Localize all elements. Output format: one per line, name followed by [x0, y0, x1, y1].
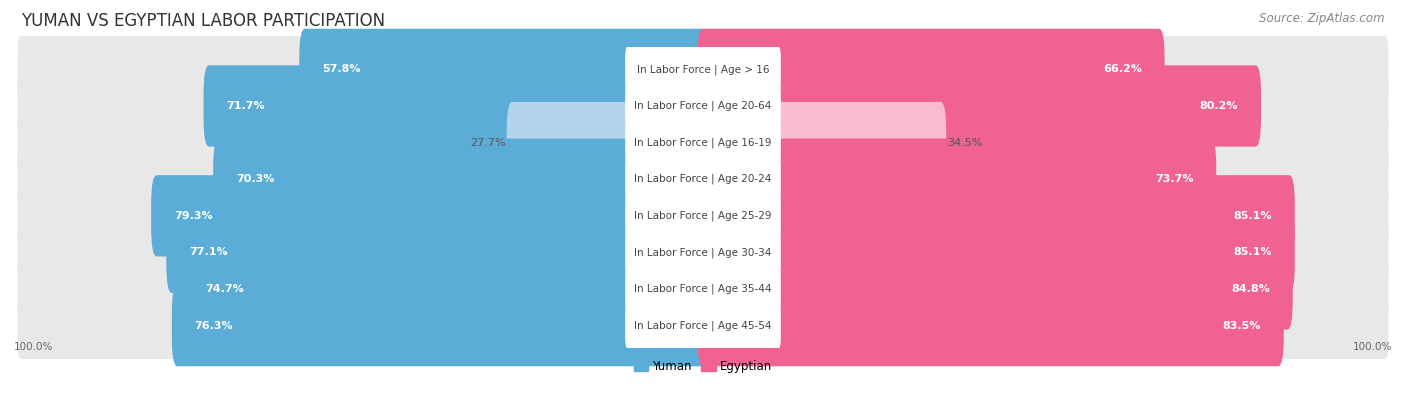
- FancyBboxPatch shape: [17, 146, 1389, 213]
- Text: In Labor Force | Age 16-19: In Labor Force | Age 16-19: [634, 137, 772, 148]
- Text: 100.0%: 100.0%: [1353, 342, 1392, 352]
- FancyBboxPatch shape: [697, 102, 946, 183]
- Text: In Labor Force | Age 35-44: In Labor Force | Age 35-44: [634, 284, 772, 294]
- Text: 70.3%: 70.3%: [236, 174, 274, 184]
- FancyBboxPatch shape: [626, 267, 780, 311]
- FancyBboxPatch shape: [697, 248, 1292, 330]
- Text: 73.7%: 73.7%: [1154, 174, 1194, 184]
- FancyBboxPatch shape: [17, 182, 1389, 249]
- Text: 77.1%: 77.1%: [188, 247, 228, 258]
- FancyBboxPatch shape: [697, 65, 1261, 147]
- FancyBboxPatch shape: [697, 29, 1164, 110]
- Text: 71.7%: 71.7%: [226, 101, 264, 111]
- FancyBboxPatch shape: [626, 230, 780, 275]
- Text: YUMAN VS EGYPTIAN LABOR PARTICIPATION: YUMAN VS EGYPTIAN LABOR PARTICIPATION: [21, 12, 385, 30]
- FancyBboxPatch shape: [17, 109, 1389, 176]
- Text: 57.8%: 57.8%: [322, 64, 360, 74]
- Text: In Labor Force | Age 20-64: In Labor Force | Age 20-64: [634, 101, 772, 111]
- FancyBboxPatch shape: [17, 219, 1389, 286]
- FancyBboxPatch shape: [17, 256, 1389, 322]
- Text: 27.7%: 27.7%: [470, 137, 505, 148]
- FancyBboxPatch shape: [204, 65, 709, 147]
- Text: 80.2%: 80.2%: [1199, 101, 1239, 111]
- FancyBboxPatch shape: [697, 212, 1295, 293]
- Text: 85.1%: 85.1%: [1233, 247, 1272, 258]
- Text: In Labor Force | Age 25-29: In Labor Force | Age 25-29: [634, 211, 772, 221]
- FancyBboxPatch shape: [152, 175, 709, 256]
- FancyBboxPatch shape: [17, 292, 1389, 359]
- Text: 79.3%: 79.3%: [174, 211, 212, 221]
- Legend: Yuman, Egyptian: Yuman, Egyptian: [628, 355, 778, 378]
- FancyBboxPatch shape: [183, 248, 709, 330]
- Text: 85.1%: 85.1%: [1233, 211, 1272, 221]
- FancyBboxPatch shape: [626, 303, 780, 348]
- FancyBboxPatch shape: [17, 73, 1389, 139]
- Text: 76.3%: 76.3%: [194, 321, 233, 331]
- Text: 74.7%: 74.7%: [205, 284, 245, 294]
- FancyBboxPatch shape: [626, 194, 780, 238]
- FancyBboxPatch shape: [626, 120, 780, 165]
- Text: Source: ZipAtlas.com: Source: ZipAtlas.com: [1260, 12, 1385, 25]
- Text: In Labor Force | Age 30-34: In Labor Force | Age 30-34: [634, 247, 772, 258]
- FancyBboxPatch shape: [299, 29, 709, 110]
- FancyBboxPatch shape: [506, 102, 709, 183]
- Text: 66.2%: 66.2%: [1102, 64, 1142, 74]
- Text: In Labor Force | Age 45-54: In Labor Force | Age 45-54: [634, 320, 772, 331]
- FancyBboxPatch shape: [166, 212, 709, 293]
- Text: 34.5%: 34.5%: [948, 137, 983, 148]
- Text: 83.5%: 83.5%: [1223, 321, 1261, 331]
- Text: In Labor Force | Age 20-24: In Labor Force | Age 20-24: [634, 174, 772, 184]
- FancyBboxPatch shape: [214, 139, 709, 220]
- Text: 84.8%: 84.8%: [1232, 284, 1270, 294]
- FancyBboxPatch shape: [697, 285, 1284, 366]
- FancyBboxPatch shape: [697, 139, 1216, 220]
- FancyBboxPatch shape: [172, 285, 709, 366]
- Text: In Labor Force | Age > 16: In Labor Force | Age > 16: [637, 64, 769, 75]
- FancyBboxPatch shape: [626, 84, 780, 128]
- FancyBboxPatch shape: [626, 157, 780, 201]
- FancyBboxPatch shape: [697, 175, 1295, 256]
- FancyBboxPatch shape: [17, 36, 1389, 103]
- FancyBboxPatch shape: [626, 47, 780, 92]
- Text: 100.0%: 100.0%: [14, 342, 53, 352]
